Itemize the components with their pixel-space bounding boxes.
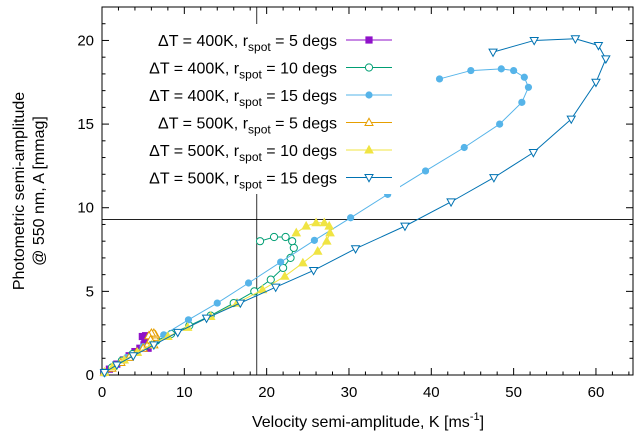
series-2-point [255,237,265,246]
x-axis-label-end: ] [480,414,484,431]
series-6-point [446,198,456,208]
series-2-point [281,232,290,242]
series-6 [99,35,611,378]
series-6-point [566,115,577,125]
series-6-point [99,368,110,378]
series-3-point [347,214,355,222]
series-3-point [520,73,528,81]
series-5-point [312,245,323,255]
series-6-point [600,55,611,65]
series-5-point [279,271,290,280]
x-tick-label: 60 [588,384,605,401]
series-6-point [489,174,499,183]
x-tick-label: 40 [423,384,440,401]
series-5-point [319,217,330,227]
series-5-point [321,235,332,245]
series-2-point [288,237,297,246]
series-2-point [266,275,275,284]
y-tick-label: 10 [77,200,94,217]
series-6-point [591,78,601,88]
series-6-point [488,48,498,58]
series-5-point [291,227,302,237]
x-tick-label: 0 [98,384,106,401]
legend-marker-6 [364,174,374,183]
axis-ticks: 0 10 20 30 40 50 60 0 5 10 15 20 [77,7,633,401]
legend-marker-4 [364,117,374,126]
series-2-point [289,243,298,252]
legend-label-2: ΔT = 400K, rspot = 10 degs [149,61,337,82]
x-tick-label: 10 [176,384,193,401]
x-tick-label: 30 [341,384,358,401]
series-5-point [298,257,308,267]
legend-label-3: ΔT = 400K, rspot = 15 degs [149,88,337,109]
y-tick-label: 20 [77,32,94,49]
y-axis-label-line2: @ 550 nm, A [mmag] [31,116,48,266]
y-tick-label: 0 [86,367,94,384]
series-3-point [213,299,221,307]
series-6-point [128,352,139,361]
series-3-point [497,65,505,73]
y-tick-label: 5 [86,283,94,300]
legend-label-4: ΔT = 500K, rspot = 5 degs [158,116,337,137]
series-2-point [269,232,279,242]
legend-label-1: ΔT = 400K, rspot = 5 degs [158,33,337,54]
series-6-point [529,36,540,46]
series-3-point [184,316,193,324]
legend: ΔT = 400K, rspot = 5 degs ΔT = 400K, rspo… [110,24,400,194]
legend-label-5: ΔT = 500K, rspot = 10 degs [149,143,337,164]
series-3-point [277,258,285,266]
legend-marker-5 [364,144,374,154]
series-3-point [518,98,526,106]
series-6-point [570,35,581,45]
legend-marker-1 [365,36,373,44]
series-6-point [149,341,159,351]
series-6-point [400,222,410,232]
series-5-point [301,220,312,230]
x-axis-label-superscript: -1 [470,411,480,423]
series-5 [99,217,335,376]
legend-marker-3 [365,91,373,99]
y-axis-label-line1: Photometric semi-amplitude [11,92,28,290]
series-5-point [311,217,321,227]
x-axis-label-main: Velocity semi-amplitude, K [ms [252,414,470,431]
y-tick-label: 15 [77,116,94,133]
series-3-point [244,279,253,287]
series-3-point [435,75,444,83]
legend-label-6: ΔT = 500K, rspot = 15 degs [149,171,337,192]
x-axis-label: Velocity semi-amplitude, K [ms-1] [252,411,484,431]
series-6-point [593,41,604,51]
series-6-point [172,328,183,338]
series-1-point [141,336,149,344]
series-5-point [325,227,335,237]
series-6-point [270,283,281,293]
series-6-point [201,314,212,324]
series-6-point [111,361,122,371]
legend-marker-2 [364,63,374,72]
series-6-point [528,149,539,158]
series-3-point [310,236,318,244]
series-6-point [308,266,319,276]
legend-background [110,24,400,194]
series-3-point [524,83,533,91]
series-3-point [510,66,518,75]
series-3-point [467,66,475,75]
series-6-point [235,299,246,309]
x-tick-label: 50 [505,384,522,401]
series-6-point [350,245,361,254]
series-layer [99,35,611,378]
x-tick-label: 20 [258,384,275,401]
series-3-point [421,167,430,175]
series-3-point [496,120,504,128]
series-3-point [460,143,468,152]
